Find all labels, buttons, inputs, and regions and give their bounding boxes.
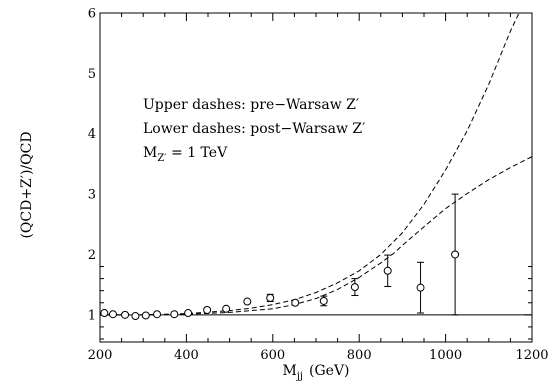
data-marker: [319, 296, 328, 305]
data-marker: [350, 283, 359, 292]
data-marker: [184, 309, 193, 318]
post-warsaw-curve: [100, 156, 533, 316]
data-point: [383, 254, 392, 287]
data-marker: [170, 310, 179, 319]
y-tick-label: 6: [88, 7, 96, 22]
data-points: [100, 193, 460, 321]
data-point: [153, 310, 162, 319]
x-tick-label: 800: [347, 348, 372, 363]
y-tick-label: 3: [88, 188, 96, 203]
x-axis-title: Mjj (GeV): [282, 363, 349, 382]
data-point: [100, 309, 109, 318]
data-marker: [203, 306, 212, 315]
x-tick-label: 1000: [429, 348, 462, 363]
data-marker: [416, 283, 425, 292]
data-point: [203, 306, 212, 315]
axis-tick-labels: 200 400 600 800 1000 1200 1 2 3 4 5 6: [88, 7, 549, 364]
data-point: [222, 304, 231, 313]
data-point: [416, 261, 425, 314]
data-marker: [451, 250, 460, 259]
y-tick-label: 2: [88, 248, 96, 263]
data-marker: [121, 310, 130, 319]
data-point: [170, 310, 179, 319]
data-point: [141, 311, 150, 320]
data-marker: [153, 310, 162, 319]
y-axis-title: (QCD+Z′)/QCD: [19, 131, 35, 238]
data-marker: [141, 311, 150, 320]
data-point: [108, 310, 117, 319]
data-marker: [131, 312, 140, 321]
x-tick-label: 600: [260, 348, 285, 363]
data-marker: [383, 266, 392, 275]
data-point: [266, 293, 275, 303]
data-marker: [100, 309, 109, 318]
y-tick-label: 1: [88, 308, 96, 323]
y-tick-label: 5: [88, 67, 96, 82]
data-point: [451, 193, 460, 316]
x-tick-label: 1200: [515, 348, 548, 363]
data-marker: [108, 310, 117, 319]
data-marker: [243, 297, 252, 306]
x-tick-label: 200: [88, 348, 113, 363]
annotation-zprime-mass: MZ′ = 1 TeV: [143, 145, 228, 164]
y-tick-label: 4: [88, 127, 96, 142]
data-point: [350, 278, 359, 297]
x-tick-label: 400: [174, 348, 199, 363]
pre-warsaw-curve: [100, 12, 520, 316]
data-point: [291, 298, 300, 307]
data-marker: [266, 293, 275, 302]
data-point: [121, 310, 130, 319]
axis-ticks: [99, 13, 533, 342]
data-point: [184, 309, 193, 318]
data-point: [243, 297, 252, 306]
annotation-upper-dashes: Upper dashes: pre−Warsaw Z′: [143, 97, 359, 113]
data-point: [131, 312, 140, 321]
data-marker: [291, 298, 300, 307]
data-marker: [222, 304, 231, 313]
data-point: [319, 295, 328, 307]
annotation-lower-dashes: Lower dashes: post−Warsaw Z′: [143, 121, 365, 137]
